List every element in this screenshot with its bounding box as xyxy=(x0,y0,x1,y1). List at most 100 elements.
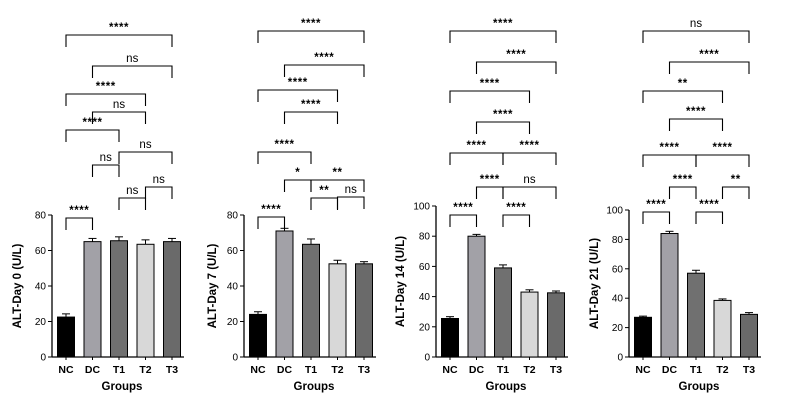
significance-bracket xyxy=(118,151,173,164)
significance-label: ** xyxy=(319,185,329,197)
significance-bracket xyxy=(257,30,365,43)
significance-label: **** xyxy=(673,174,693,186)
significance-bracket xyxy=(144,186,173,199)
significance-label: **** xyxy=(520,140,540,152)
y-tick-label: 20 xyxy=(227,317,239,328)
significance-bracket xyxy=(257,89,339,102)
significance-label: ns xyxy=(690,18,702,30)
category-label: T3 xyxy=(166,364,178,376)
bar-t3 xyxy=(547,292,565,358)
significance-bracket xyxy=(65,93,147,106)
significance-bracket xyxy=(65,217,94,230)
category-label: T1 xyxy=(305,364,317,376)
significance-bracket xyxy=(668,61,750,74)
y-tick-label: 60 xyxy=(35,246,47,257)
significance-bracket xyxy=(475,186,504,199)
y-tick-label: 80 xyxy=(419,232,431,243)
category-label: T2 xyxy=(716,364,728,376)
y-tick-label: 100 xyxy=(606,206,623,217)
bar-t2 xyxy=(713,299,732,358)
y-tick-label: 20 xyxy=(419,322,431,333)
significance-label: **** xyxy=(275,139,295,151)
significance-label: **** xyxy=(69,205,89,217)
significance-label: **** xyxy=(493,18,513,30)
significance-label: ** xyxy=(333,167,343,179)
category-label: DC xyxy=(662,364,678,376)
significance-bracket xyxy=(449,152,504,165)
y-tick-label: 60 xyxy=(227,246,239,257)
y-tick-label: 40 xyxy=(612,294,624,305)
significance-bracket xyxy=(642,90,724,103)
y-tick-label: 0 xyxy=(232,353,238,364)
significance-bracket xyxy=(502,214,531,227)
significance-label: ns xyxy=(345,184,357,196)
category-label: T1 xyxy=(497,364,509,376)
y-axis-label: ALT-Day 21 (U/L) xyxy=(589,238,601,329)
y-tick-label: 40 xyxy=(419,292,431,303)
bar-t3 xyxy=(163,241,181,358)
bar-nc xyxy=(441,317,459,358)
bar-t1 xyxy=(110,240,128,358)
significance-bracket xyxy=(449,214,478,227)
significance-label: ** xyxy=(731,174,741,186)
bar-nc xyxy=(249,313,267,358)
significance-bracket xyxy=(449,30,557,43)
significance-bracket xyxy=(721,186,750,199)
y-tick-label: 40 xyxy=(35,282,47,293)
significance-bracket xyxy=(475,61,557,74)
category-label: T2 xyxy=(331,364,343,376)
bar-dc xyxy=(467,235,486,358)
y-axis-label: ALT-Day 14 (U/L) xyxy=(395,236,407,327)
significance-bracket xyxy=(310,179,365,192)
significance-bracket xyxy=(449,90,531,103)
significance-label: * xyxy=(295,167,300,179)
significance-bracket xyxy=(257,151,312,164)
significance-label: **** xyxy=(493,109,513,121)
significance-label: ** xyxy=(678,78,688,90)
significance-bracket xyxy=(668,186,697,199)
y-tick-label: 0 xyxy=(40,353,46,364)
significance-bracket xyxy=(91,65,173,78)
significance-label: **** xyxy=(480,174,500,186)
y-tick-label: 80 xyxy=(612,235,624,246)
category-label: T3 xyxy=(550,364,562,376)
y-tick-label: 80 xyxy=(35,211,47,222)
significance-bracket xyxy=(642,154,697,167)
x-axis-label: Groups xyxy=(102,381,143,393)
bar-t1 xyxy=(687,272,705,358)
significance-bracket xyxy=(475,121,531,134)
significance-label: **** xyxy=(288,77,308,89)
significance-label: **** xyxy=(506,49,526,61)
significance-label: ns xyxy=(113,99,125,111)
significance-bracket xyxy=(695,211,724,224)
significance-bracket xyxy=(502,152,557,165)
x-axis-label: Groups xyxy=(294,381,335,393)
significance-bracket xyxy=(257,216,286,229)
significance-bracket xyxy=(283,111,339,124)
significance-label: **** xyxy=(467,140,487,152)
significance-label: **** xyxy=(301,18,321,30)
category-label: T3 xyxy=(743,364,755,376)
significance-bracket xyxy=(91,111,147,124)
x-axis-label: Groups xyxy=(679,381,720,393)
bar-t3 xyxy=(355,263,373,358)
bar-t3 xyxy=(740,313,758,358)
significance-bracket xyxy=(642,211,671,224)
significance-label: **** xyxy=(109,22,129,34)
bar-t2 xyxy=(136,243,155,358)
chart-panel-3: 0 20 40 60 80 100 ALT-Day 14 (U/L) NC DC T1 T2 T3 Gr… xyxy=(395,18,568,393)
significance-label: **** xyxy=(453,202,473,214)
significance-label: **** xyxy=(261,204,281,216)
significance-bracket xyxy=(668,118,724,131)
x-axis-label: Groups xyxy=(486,381,527,393)
bar-dc xyxy=(275,230,294,358)
y-tick-label: 40 xyxy=(227,282,239,293)
y-tick-label: 60 xyxy=(612,264,624,275)
category-label: NC xyxy=(250,364,266,376)
significance-bracket xyxy=(65,129,120,142)
y-tick-label: 20 xyxy=(612,323,624,334)
bar-dc xyxy=(83,241,102,358)
category-label: DC xyxy=(85,364,101,376)
y-tick-label: 20 xyxy=(35,317,47,328)
category-label: DC xyxy=(469,364,485,376)
